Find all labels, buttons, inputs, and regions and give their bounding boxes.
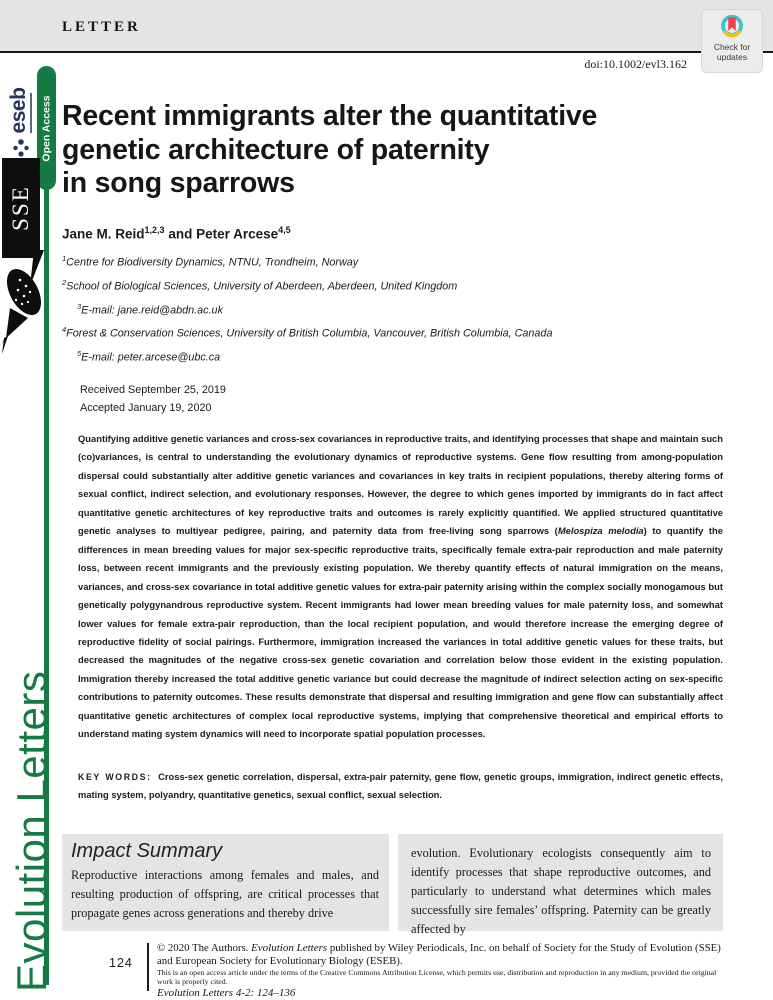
- header-divider: [0, 51, 773, 53]
- affiliation-1: 1Centre for Biodiversity Dynamics, NTNU,…: [62, 249, 552, 273]
- journal-name-vertical: Evolution Letters: [8, 670, 55, 992]
- copyright-line: © 2020 The Authors. Evolution Letters pu…: [157, 942, 723, 968]
- affiliation-5-text: E-mail: peter.arcese@ubc.ca: [81, 351, 221, 364]
- affiliation-list: 1Centre for Biodiversity Dynamics, NTNU,…: [62, 249, 552, 368]
- affiliation-1-text: Centre for Biodiversity Dynamics, NTNU, …: [66, 256, 359, 269]
- received-date: Received September 25, 2019: [80, 384, 226, 396]
- keywords-label: KEY WORDS:: [78, 772, 152, 782]
- affiliation-2-sup: 2: [62, 277, 67, 287]
- song-sparrow-silhouette-icon: [0, 250, 44, 354]
- accepted-date: Accepted January 19, 2020: [80, 402, 212, 414]
- eseb-logo: eseb: [2, 64, 40, 182]
- affiliation-3-sup: 3: [77, 301, 82, 311]
- affiliation-3-text: E-mail: jane.reid@abdn.ac.uk: [81, 304, 223, 317]
- footer-divider: [147, 943, 149, 991]
- article-title-line2: genetic architecture of paternity: [62, 133, 490, 166]
- check-for-updates-badge[interactable]: Check for updates: [701, 9, 763, 73]
- footer-text-block: © 2020 The Authors. Evolution Letters pu…: [157, 942, 723, 1000]
- author-join: and: [164, 226, 197, 242]
- impact-summary-box-right: evolution. Evolutionary ecologists conse…: [398, 834, 723, 936]
- affiliation-2-text: School of Biological Sciences, Universit…: [66, 280, 458, 293]
- eseb-tagline-bar: [30, 93, 32, 134]
- manuscript-dates: Received September 25, 2019 Accepted Jan…: [80, 381, 226, 417]
- author-2: Peter Arcese: [196, 226, 279, 242]
- affiliation-4-sup: 4: [62, 325, 67, 335]
- affiliation-3-email: 3E-mail: jane.reid@abdn.ac.uk: [62, 297, 552, 321]
- author-line: Jane M. Reid1,2,3 and Peter Arcese4,5: [62, 225, 291, 242]
- affiliation-5-email: 5E-mail: peter.arcese@ubc.ca: [62, 344, 552, 368]
- abstract: Quantifying additive genetic variances a…: [78, 430, 723, 744]
- abstract-text-pre: Quantifying additive genetic variances a…: [78, 433, 723, 537]
- impact-summary-column1: Reproductive interactions among females …: [71, 868, 379, 920]
- author-1: Jane M. Reid: [62, 226, 145, 242]
- page-number: 124: [109, 956, 133, 970]
- citation-line: Evolution Letters 4-2: 124–136: [157, 987, 296, 1000]
- affiliation-4: 4Forest & Conservation Sciences, Univers…: [62, 320, 552, 344]
- impact-summary-box-left: Impact Summary Reproductive interactions…: [62, 834, 389, 931]
- keywords-block: KEY WORDS: Cross-sex genetic correlation…: [78, 768, 723, 805]
- copyright-post: published by Wiley Periodicals, Inc. on …: [157, 942, 721, 967]
- open-access-pill: Open Access: [37, 66, 56, 190]
- sse-wordmark: SSE: [8, 185, 33, 231]
- copyright-journal-italic: Evolution Letters: [251, 942, 328, 954]
- article-title: Recent immigrants alter the quantitative…: [62, 100, 727, 201]
- affiliation-2: 2School of Biological Sciences, Universi…: [62, 273, 552, 297]
- copyright-pre: © 2020 The Authors.: [157, 942, 252, 954]
- abstract-text-post: ) to quantify the differences in mean br…: [78, 525, 723, 740]
- author-1-affiliation-marks: 1,2,3: [144, 225, 165, 235]
- eseb-butterfly-icon: [13, 139, 29, 158]
- doi-text: doi:10.1002/evl3.162: [584, 57, 687, 71]
- sse-logo: SSE: [2, 158, 40, 258]
- impact-summary-column2: evolution. Evolutionary ecologists conse…: [411, 846, 711, 936]
- species-name-italic: Melospiza melodia: [557, 525, 644, 537]
- license-line: This is an open access article under the…: [157, 968, 717, 987]
- affiliation-4-text: Forest & Conservation Sciences, Universi…: [66, 327, 553, 340]
- affiliation-5-sup: 5: [77, 349, 82, 359]
- check-updates-label-line2: updates: [716, 51, 748, 62]
- open-access-label: Open Access: [40, 94, 53, 162]
- sidebar-accent-line: [44, 183, 49, 985]
- impact-summary-heading: Impact Summary: [71, 840, 223, 862]
- check-updates-icon: [721, 14, 743, 38]
- affiliation-1-sup: 1: [62, 254, 67, 263]
- article-title-line3: in song sparrows: [62, 167, 295, 199]
- keywords-text: Cross-sex genetic correlation, dispersal…: [78, 771, 723, 801]
- eseb-wordmark: eseb: [7, 87, 30, 134]
- author-2-affiliation-marks: 4,5: [278, 225, 291, 235]
- masthead-band: [0, 0, 773, 51]
- article-category-label: LETTER: [62, 19, 141, 35]
- article-title-line1: Recent immigrants alter the quantitative: [62, 100, 598, 132]
- check-updates-label-line1: Check for: [713, 42, 751, 52]
